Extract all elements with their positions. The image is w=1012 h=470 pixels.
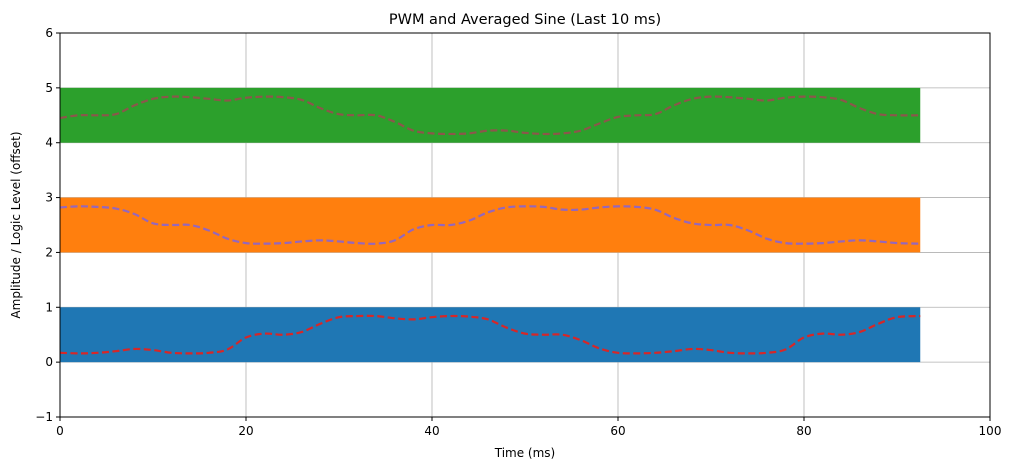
x-tick-label: 100 [979,424,1002,438]
y-axis-label: Amplitude / Logic Level (offset) [9,131,23,318]
x-tick-label: 20 [238,424,253,438]
averaged-sine-line-2 [59,205,921,245]
averaged-sine-series [59,95,921,355]
x-tick-label: 0 [56,424,64,438]
plot-frame [59,32,991,418]
averaged-sine-line-1 [59,314,921,355]
y-tick-label: −1 [35,410,53,424]
pwm-band-3 [60,87,921,143]
y-tick-label: 0 [45,355,53,369]
y-tick-label: 4 [45,136,53,150]
pwm-bands [60,87,921,363]
y-tick-label: 1 [45,300,53,314]
x-axis-label: Time (ms) [494,446,556,460]
y-axis-ticks: −1 0 1 2 3 4 5 6 [35,26,60,424]
y-tick-label: 6 [45,26,53,40]
y-tick-label: 3 [45,191,53,205]
x-tick-label: 60 [610,424,625,438]
y-tick-label: 2 [45,245,53,259]
x-tick-label: 40 [424,424,439,438]
x-axis-ticks: 0 20 40 60 80 100 [56,417,1001,438]
averaged-sine-line-3 [59,95,921,136]
pwm-band-1 [60,307,921,363]
pwm-band-2 [60,197,921,253]
y-tick-label: 5 [45,81,53,95]
x-tick-label: 80 [796,424,811,438]
chart-title: PWM and Averaged Sine (Last 10 ms) [389,12,661,28]
